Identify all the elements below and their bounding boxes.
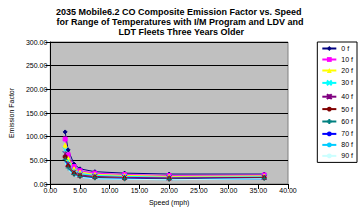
svg-text:60 f: 60 f: [341, 118, 353, 125]
svg-text:200.00: 200.00: [26, 86, 48, 93]
svg-text:10.00: 10.00: [101, 187, 119, 194]
svg-text:80 f: 80 f: [341, 141, 353, 148]
svg-text:0.00: 0.00: [43, 187, 57, 194]
svg-text:50 f: 50 f: [341, 106, 353, 113]
svg-text:0 f: 0 f: [341, 45, 349, 52]
svg-text:35.00: 35.00: [250, 187, 268, 194]
svg-text:50.00: 50.00: [30, 157, 48, 164]
svg-text:300.00: 300.00: [26, 39, 48, 46]
svg-text:90 f: 90 f: [341, 152, 353, 159]
svg-text:30 f: 30 f: [341, 79, 353, 86]
svg-text:250.00: 250.00: [26, 62, 48, 69]
svg-text:LDT Fleets Three Years Older: LDT Fleets Three Years Older: [116, 27, 244, 37]
svg-text:0.00: 0.00: [33, 180, 48, 188]
svg-text:40.00: 40.00: [279, 187, 297, 194]
svg-text:25.00: 25.00: [190, 187, 208, 194]
svg-text:2035 Mobile6.2 CO Composite Em: 2035 Mobile6.2 CO Composite Emission Fac…: [56, 7, 304, 17]
svg-text:150.00: 150.00: [26, 110, 48, 117]
svg-text:100.00: 100.00: [26, 133, 48, 140]
svg-text:30.00: 30.00: [220, 187, 238, 194]
svg-text:5.00: 5.00: [73, 187, 87, 194]
svg-text:Emission Factor: Emission Factor: [8, 87, 15, 138]
svg-text:10 f: 10 f: [341, 56, 353, 63]
svg-text:70 f: 70 f: [341, 130, 353, 137]
svg-text:20.00: 20.00: [160, 187, 178, 194]
svg-text:20 f: 20 f: [341, 67, 353, 74]
svg-text:Speed (mph): Speed (mph): [149, 199, 189, 207]
svg-text:for Range of Temperatures with: for Range of Temperatures with I/M Progr…: [57, 17, 304, 27]
svg-text:15.00: 15.00: [131, 187, 149, 194]
svg-text:40 f: 40 f: [341, 93, 353, 100]
